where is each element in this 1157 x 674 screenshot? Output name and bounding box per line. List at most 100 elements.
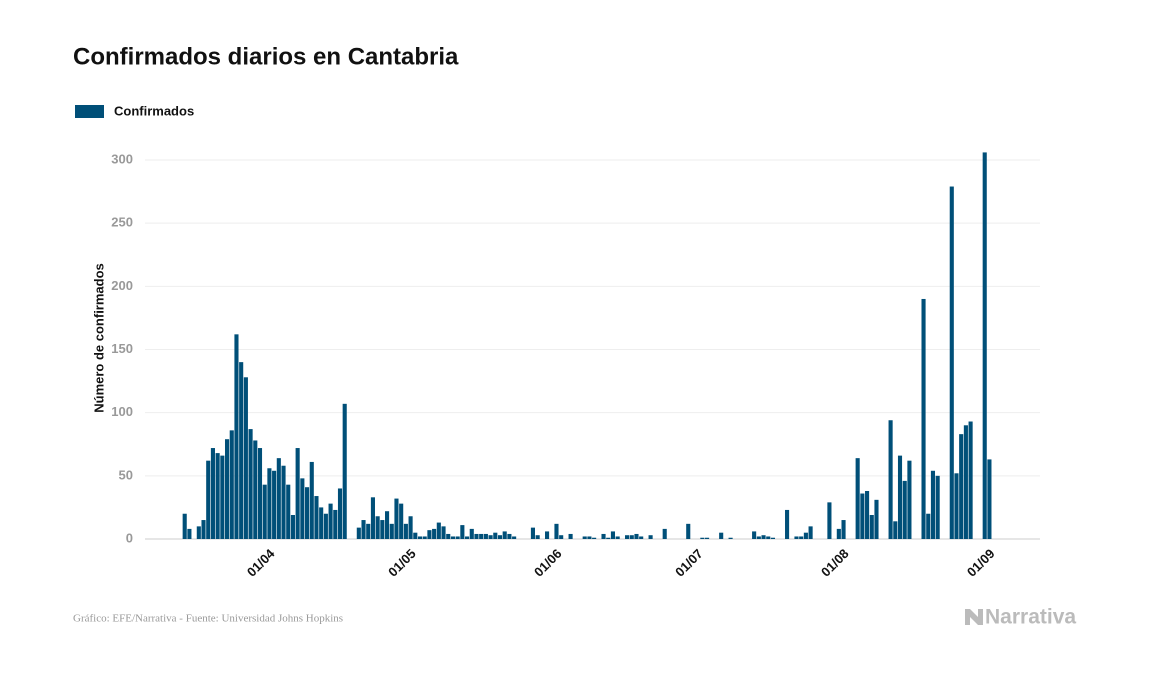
bar — [907, 460, 912, 539]
y-tick-label: 150 — [111, 341, 133, 356]
bar — [705, 537, 710, 539]
bar — [535, 535, 540, 539]
y-tick-label: 250 — [111, 215, 133, 230]
bar — [276, 458, 281, 539]
bar — [460, 525, 465, 539]
x-tick-label: 01/04 — [244, 545, 278, 579]
bar — [935, 475, 940, 539]
bar — [272, 470, 277, 539]
bar — [290, 514, 295, 539]
bar — [926, 513, 931, 539]
bar — [648, 535, 653, 539]
logo-icon — [965, 609, 983, 625]
bar — [855, 458, 860, 539]
bar — [497, 535, 503, 539]
bar — [634, 533, 639, 539]
bar — [799, 536, 804, 539]
bar — [488, 535, 493, 539]
bar — [794, 536, 799, 539]
bar — [479, 533, 484, 539]
bar — [752, 531, 757, 539]
bar — [512, 536, 517, 539]
bar — [483, 533, 488, 539]
bar — [229, 430, 234, 539]
bar — [210, 448, 215, 539]
bar — [187, 528, 192, 539]
bar — [803, 532, 808, 539]
bar — [333, 509, 338, 539]
bar — [930, 470, 936, 539]
bar — [770, 537, 776, 539]
bar — [493, 532, 498, 539]
bar — [554, 523, 559, 539]
y-tick-label: 300 — [111, 151, 133, 166]
bar — [893, 521, 898, 539]
bar — [366, 523, 371, 539]
bar — [785, 509, 790, 539]
bar — [530, 527, 535, 539]
bar — [342, 403, 347, 539]
bar — [234, 334, 239, 539]
bar — [243, 377, 248, 539]
bar — [959, 434, 964, 539]
bar — [319, 507, 324, 539]
x-tick-label: 01/07 — [672, 546, 706, 580]
bar — [592, 537, 597, 539]
y-axis-label: Número de confirmados — [91, 263, 106, 413]
bar — [361, 520, 366, 539]
bar — [474, 533, 479, 539]
bar — [469, 528, 474, 539]
bar — [559, 535, 564, 539]
bar — [888, 420, 893, 539]
bar — [455, 536, 460, 539]
bar — [874, 499, 879, 539]
bar — [568, 533, 573, 539]
bar — [337, 488, 343, 539]
bar — [417, 536, 423, 539]
bar — [220, 455, 225, 539]
bar — [841, 520, 846, 539]
bar — [502, 531, 507, 539]
bar — [963, 425, 968, 539]
x-tick-label: 01/09 — [964, 546, 998, 580]
bar — [836, 528, 841, 539]
bar — [954, 473, 959, 539]
bar — [323, 513, 328, 539]
bar — [408, 516, 413, 539]
bar — [662, 528, 667, 539]
bar — [446, 533, 451, 539]
bar — [902, 480, 907, 539]
bar — [399, 503, 404, 539]
bar — [436, 522, 441, 539]
bar — [860, 493, 865, 539]
bar — [606, 537, 611, 539]
bar — [295, 448, 300, 539]
bar — [987, 459, 992, 539]
bar — [869, 514, 874, 539]
bar — [507, 533, 512, 539]
y-tick-label: 200 — [111, 278, 133, 293]
bar — [432, 528, 437, 539]
bar — [625, 535, 630, 539]
bar — [441, 526, 446, 539]
bar — [182, 513, 187, 539]
bar — [394, 498, 399, 539]
legend-swatch — [75, 105, 104, 118]
x-tick-label: 01/08 — [818, 546, 852, 580]
bar — [921, 298, 926, 539]
bar — [248, 429, 253, 539]
bar — [700, 537, 705, 539]
bar — [827, 502, 832, 539]
bar — [314, 496, 319, 539]
bar — [215, 453, 220, 539]
y-tick-label: 100 — [111, 404, 133, 419]
bar — [196, 526, 201, 539]
bar — [587, 536, 592, 539]
bar — [897, 455, 903, 539]
bar — [422, 536, 427, 539]
bar — [615, 536, 620, 539]
bar — [545, 531, 550, 539]
bar — [982, 152, 987, 540]
bar — [286, 484, 291, 539]
